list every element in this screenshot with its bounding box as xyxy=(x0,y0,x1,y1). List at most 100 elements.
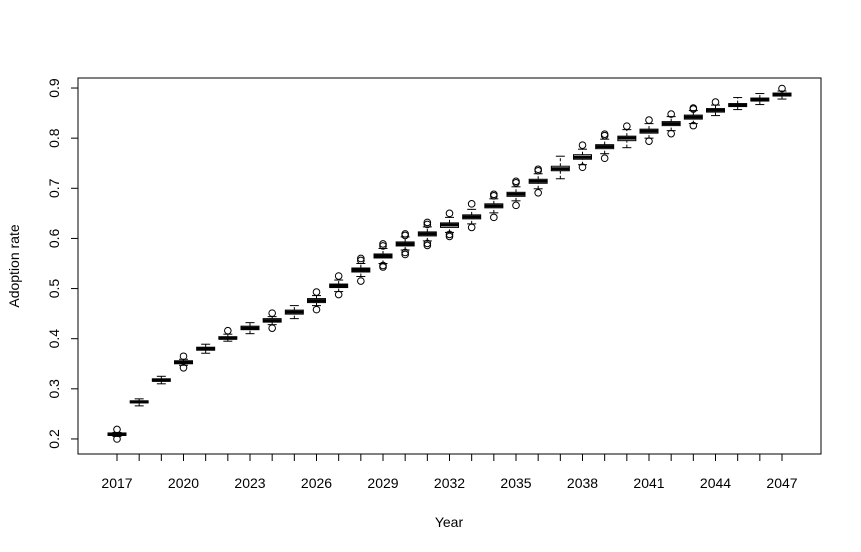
x-tick-label: 2020 xyxy=(168,475,199,491)
x-tick-label: 2029 xyxy=(367,475,398,491)
outlier-point xyxy=(379,261,387,270)
outlier-point xyxy=(379,263,387,271)
x-axis-title: Year xyxy=(435,514,464,530)
outlier-point xyxy=(667,129,675,138)
box-2033 xyxy=(462,200,482,232)
outlier-point xyxy=(512,178,520,187)
y-tick-label: 0.3 xyxy=(46,379,62,399)
outlier-point xyxy=(334,272,343,280)
outlier-point xyxy=(401,248,409,257)
outlier-point xyxy=(357,277,365,285)
x-tick-label: 2038 xyxy=(567,475,598,491)
outlier-point xyxy=(179,363,188,372)
outlier-point xyxy=(113,425,121,434)
outlier-point xyxy=(534,189,542,197)
box-2030 xyxy=(395,230,415,259)
outlier-point xyxy=(689,104,698,112)
box-2036 xyxy=(528,165,548,197)
x-tick-label: 2017 xyxy=(101,475,132,491)
box-2019 xyxy=(151,375,171,385)
outlier-point xyxy=(645,137,653,145)
box-2028 xyxy=(351,254,371,285)
box-2037 xyxy=(550,155,570,180)
outlier-point xyxy=(667,110,675,118)
outlier-point xyxy=(179,352,188,361)
y-tick-label: 0.2 xyxy=(46,429,62,449)
outlier-point xyxy=(357,254,365,263)
outlier-point xyxy=(578,141,587,149)
outlier-point xyxy=(490,190,498,199)
box-2042 xyxy=(661,110,681,138)
outlier-point xyxy=(600,131,609,140)
outlier-point xyxy=(224,326,232,335)
outlier-point xyxy=(357,256,365,265)
box-2038 xyxy=(573,141,592,172)
outlier-point xyxy=(334,290,343,299)
outlier-point xyxy=(623,122,631,130)
outlier-point xyxy=(711,98,720,106)
outlier-point xyxy=(423,241,432,250)
x-tick-label: 2023 xyxy=(234,475,265,491)
box-2022 xyxy=(218,326,238,342)
outlier-point xyxy=(401,250,409,259)
y-axis: 0.2 0.3 0.4 0.5 0.6 0.7 0.8 0.9 xyxy=(46,78,79,449)
outlier-point xyxy=(490,192,498,200)
y-tick-label: 0.7 xyxy=(46,178,62,198)
outlier-point xyxy=(401,231,409,240)
outlier-point xyxy=(379,242,387,250)
boxes-layer xyxy=(107,84,792,443)
plot-frame xyxy=(77,77,822,455)
box-2045 xyxy=(728,97,748,111)
outlier-point xyxy=(113,435,121,443)
box-2020 xyxy=(174,352,193,372)
y-tick-label: 0.6 xyxy=(46,228,62,248)
outlier-point xyxy=(445,230,454,239)
outlier-point xyxy=(423,218,432,227)
box-2034 xyxy=(484,190,504,222)
outlier-point xyxy=(423,220,432,229)
outlier-point xyxy=(423,239,432,248)
outlier-point xyxy=(512,177,520,186)
outlier-point xyxy=(534,166,542,175)
box-2040 xyxy=(617,122,637,149)
y-axis-title: Adoption rate xyxy=(6,224,22,307)
outlier-point xyxy=(467,223,476,232)
box-2041 xyxy=(639,116,659,145)
x-tick-label: 2035 xyxy=(500,475,531,491)
box-2026 xyxy=(307,288,326,314)
box-2025 xyxy=(284,305,304,320)
outlier-point xyxy=(778,84,786,93)
outlier-point xyxy=(312,305,321,314)
outlier-point xyxy=(312,288,321,296)
outlier-point xyxy=(401,230,409,238)
y-tick-label: 0.8 xyxy=(46,128,62,148)
outlier-point xyxy=(578,163,587,172)
box-2021 xyxy=(196,343,216,354)
box-2029 xyxy=(373,240,393,271)
box-2035 xyxy=(506,177,526,210)
x-tick-label: 2032 xyxy=(434,475,465,491)
box-2046 xyxy=(750,93,770,106)
outlier-point xyxy=(268,309,276,317)
x-tick-label: 2041 xyxy=(633,475,664,491)
outlier-point xyxy=(512,201,520,210)
box-2047 xyxy=(772,84,792,100)
outlier-point xyxy=(445,232,454,241)
outlier-point xyxy=(689,121,698,130)
outlier-point xyxy=(600,154,609,163)
outlier-point xyxy=(467,200,476,208)
outlier-point xyxy=(445,209,454,218)
outlier-point xyxy=(645,116,653,124)
box-2018 xyxy=(129,398,149,407)
y-tick-label: 0.9 xyxy=(46,78,62,98)
box-2027 xyxy=(329,272,349,299)
box-2032 xyxy=(440,209,459,241)
outlier-point xyxy=(534,165,542,174)
box-2023 xyxy=(240,322,260,335)
outlier-point xyxy=(600,130,609,138)
box-2031 xyxy=(417,218,437,250)
box-2017 xyxy=(107,425,127,443)
y-tick-label: 0.4 xyxy=(46,329,62,349)
outlier-point xyxy=(268,324,276,332)
